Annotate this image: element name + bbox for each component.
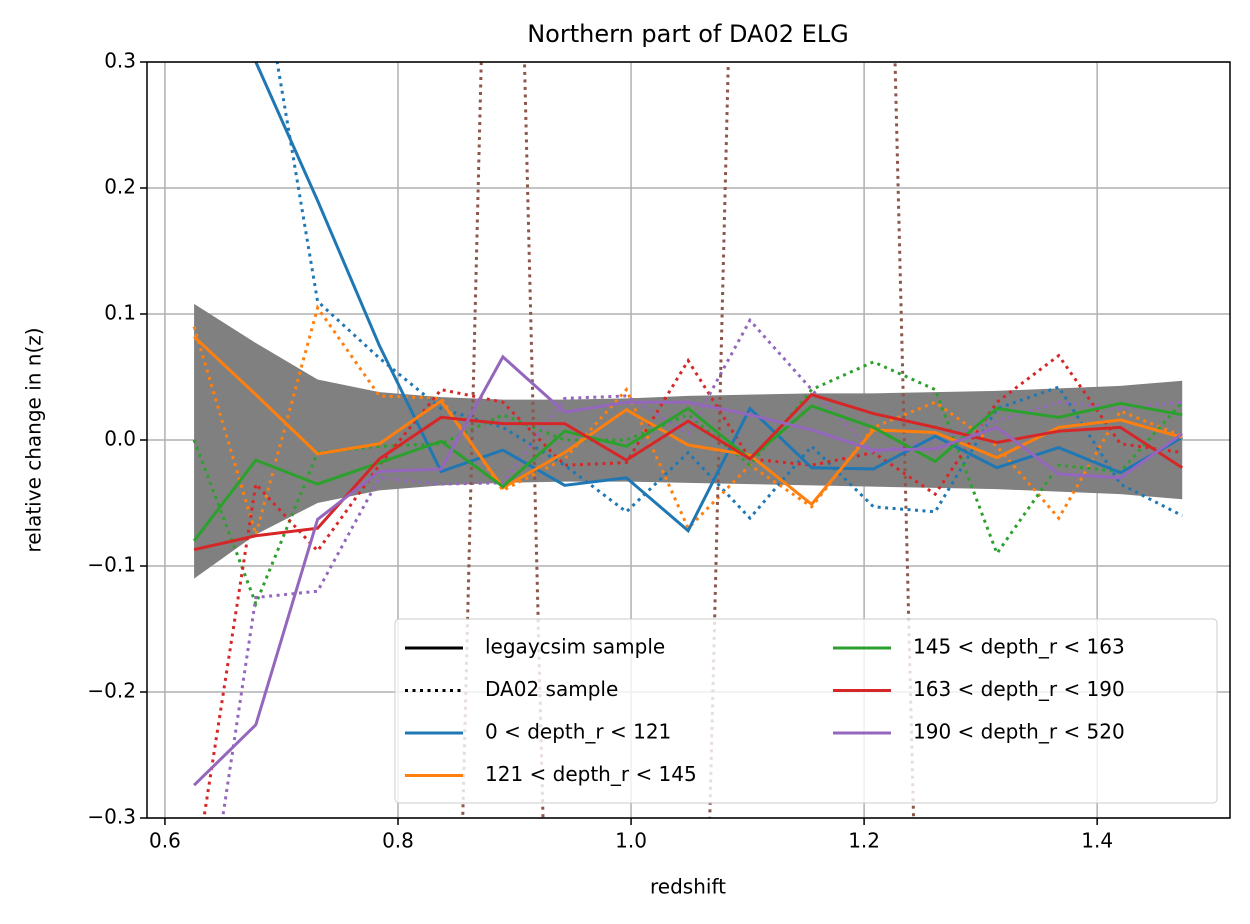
x-tick-label: 0.6: [149, 829, 181, 853]
axes: 0.6 0.8 1.0 1.2 1.4 −0.3 −0.2 −0.1 0.0 0.1 0.2 0.3: [87, 49, 1113, 853]
legend-box: [394, 618, 1218, 804]
plot-area: [192, 62, 1184, 818]
legend-label: 190 < depth_r < 520: [913, 720, 1125, 744]
uncertainty-band: [194, 303, 1183, 579]
y-tick-label: 0.0: [104, 427, 136, 451]
legend-label: 121 < depth_r < 145: [485, 762, 697, 786]
x-tick-label: 1.2: [848, 829, 880, 853]
legend-label: 145 < depth_r < 163: [913, 635, 1125, 659]
x-tick-label: 0.8: [382, 829, 414, 853]
legend-label: 163 < depth_r < 190: [913, 677, 1125, 701]
line-solid: [193, 392, 1184, 552]
y-axis-label: relative change in n(z): [22, 327, 46, 552]
legend-label: 0 < depth_r < 121: [485, 720, 671, 744]
line-dotted: [221, 317, 1183, 818]
x-tick-label: 1.0: [615, 829, 647, 853]
line-dotted: [275, 62, 1183, 521]
y-tick-label: 0.2: [104, 175, 136, 199]
legend: legaycsim sample DA02 sample 0 < depth_r <…: [394, 618, 1218, 804]
chart-title: Northern part of DA02 ELG: [527, 20, 849, 48]
line-dotted: [202, 353, 1183, 818]
y-tick-label: −0.1: [87, 553, 136, 577]
line-solid: [193, 335, 1183, 507]
line-solid: [254, 62, 1183, 534]
y-tick-label: 0.1: [104, 301, 136, 325]
x-axis-label: redshift: [650, 875, 726, 899]
x-tick-label: 1.4: [1081, 829, 1113, 853]
y-tick-label: −0.3: [87, 805, 136, 829]
y-tick-label: 0.3: [104, 49, 136, 73]
line-solid: [192, 401, 1183, 542]
legend-label: legaycsim sample: [485, 635, 665, 659]
line-solid: [193, 354, 1184, 787]
y-tick-label: −0.2: [87, 679, 136, 703]
legend-label: DA02 sample: [485, 677, 618, 701]
